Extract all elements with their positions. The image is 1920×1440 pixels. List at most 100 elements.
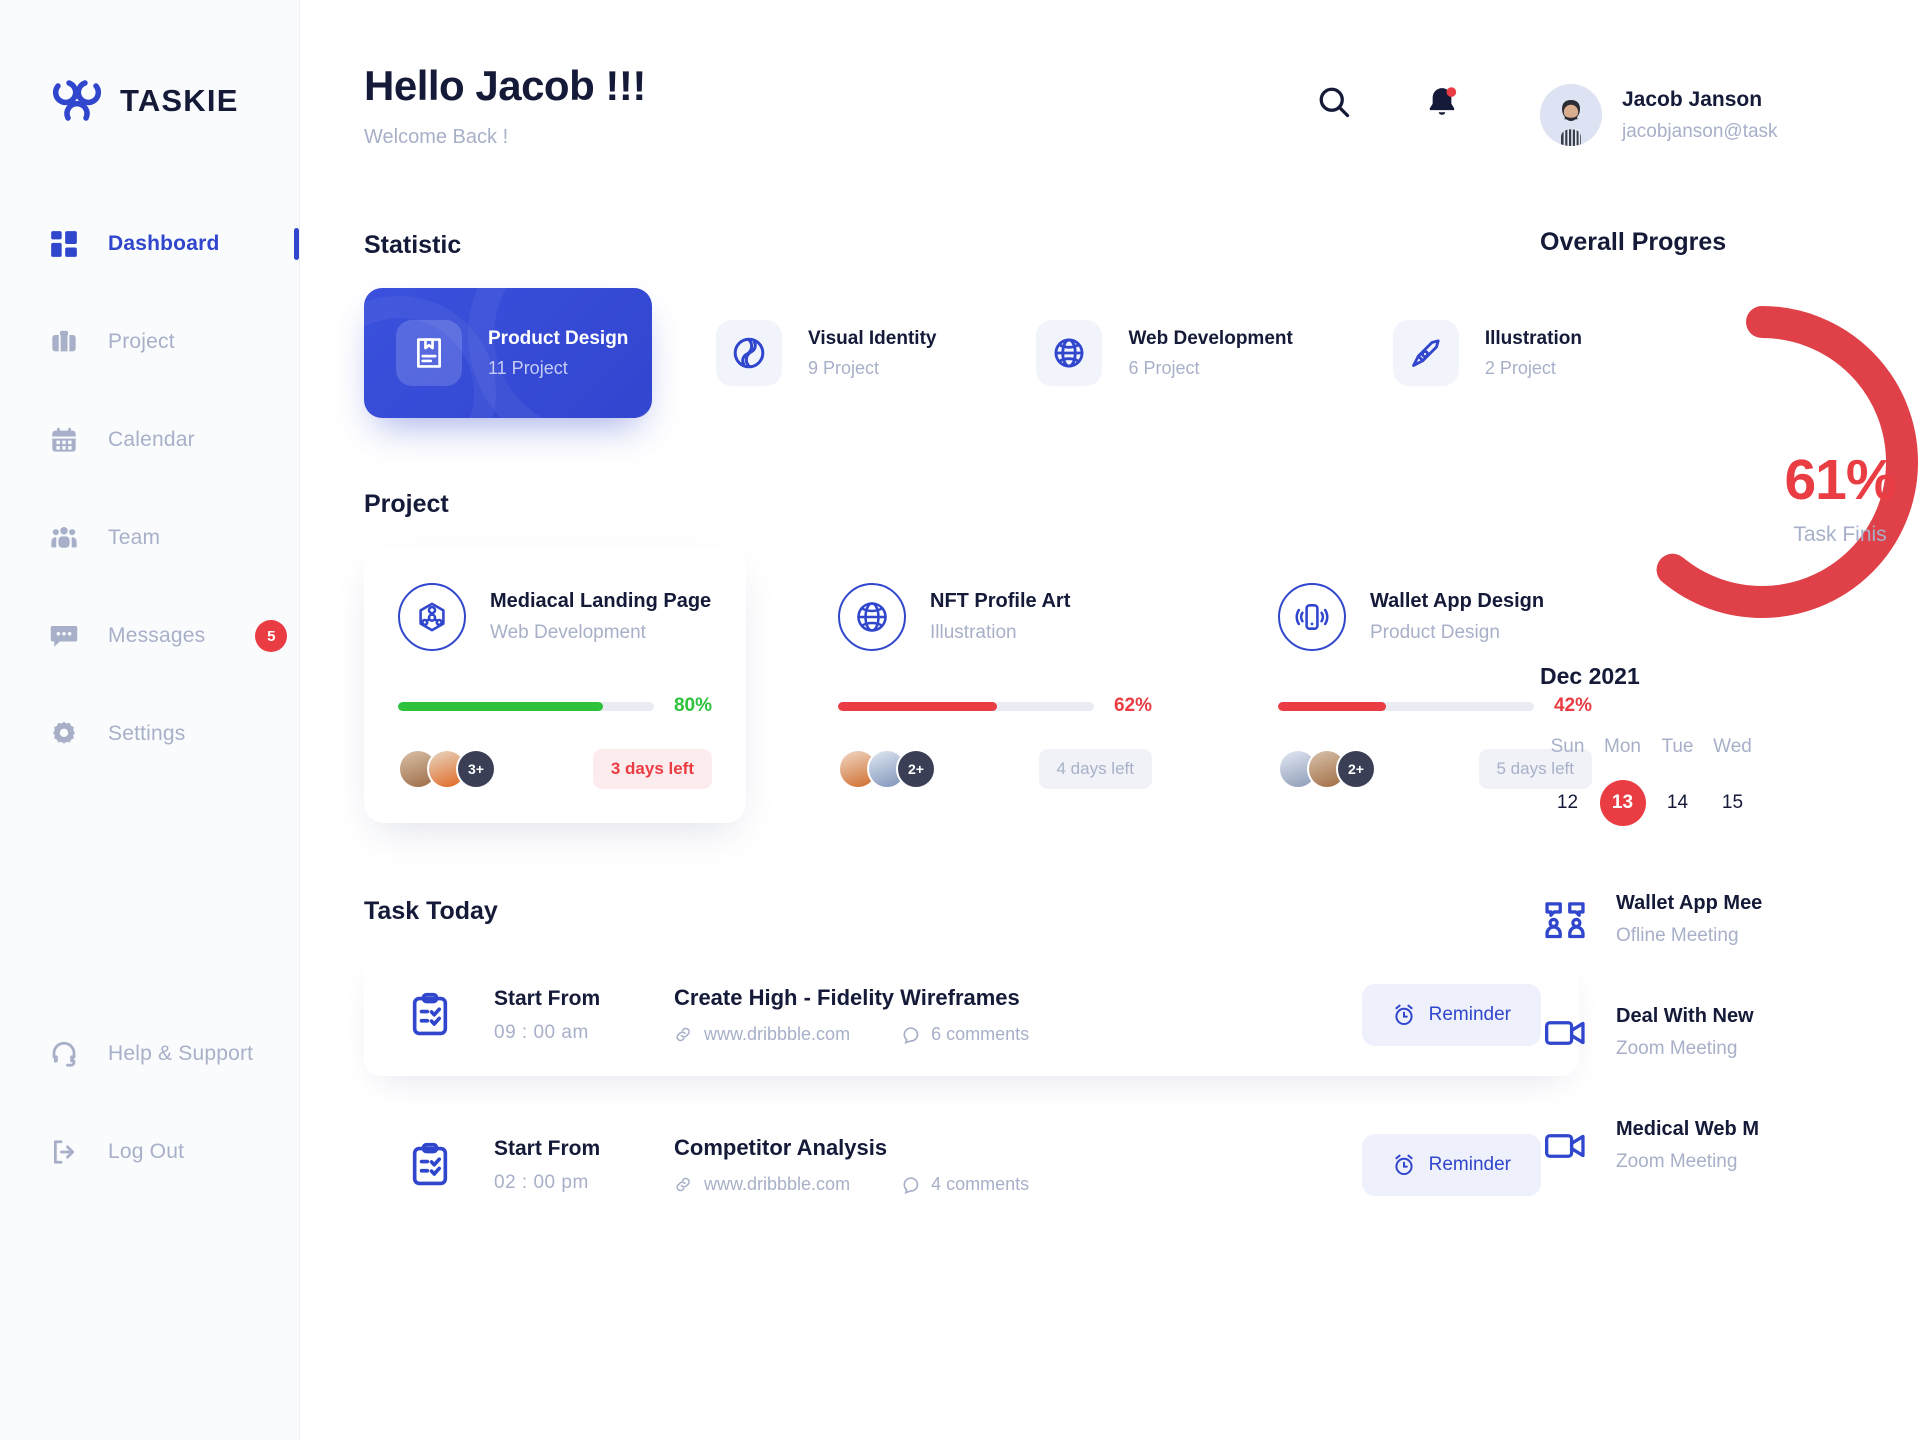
stat-card-illustration[interactable]: Illustration 2 Project — [1361, 288, 1624, 418]
task-time: 09 : 00 am — [494, 1021, 589, 1043]
avatar-more-count: 3+ — [456, 749, 496, 789]
sidebar-item-settings[interactable]: Settings — [0, 702, 299, 766]
meeting-item[interactable]: Deal With New Zoom Meeting — [1540, 1005, 1920, 1060]
calendar-dow: Sun — [1550, 736, 1585, 757]
calendar-day[interactable]: 14 — [1666, 792, 1689, 813]
meeting-type: Zoom Meeting — [1616, 1151, 1738, 1172]
sidebar-item-label: Project — [108, 330, 175, 353]
meeting-item[interactable]: Wallet App Mee Ofline Meeting — [1540, 892, 1920, 947]
sidebar-item-calendar[interactable]: Calendar — [0, 408, 299, 472]
task-link-label: www.dribbble.com — [704, 1024, 851, 1044]
page-subtitle: Welcome Back ! — [364, 126, 509, 148]
header-actions — [1314, 62, 1462, 122]
progress-percent: 62% — [1113, 695, 1152, 716]
task-today-title: Task Today — [364, 897, 498, 925]
main-header: Hello Jacob !!! Welcome Back ! — [364, 62, 1540, 149]
stat-card-count: 9 Project — [808, 357, 880, 378]
sidebar-item-messages[interactable]: Messages 5 — [0, 604, 299, 668]
avatar-group: 2+ — [838, 749, 936, 789]
meeting-list: Wallet App Mee Ofline Meeting Deal With … — [1540, 892, 1920, 1173]
project-card[interactable]: NFT Profile Art Illustration 62% — [804, 547, 1186, 823]
progress-bar-fill — [398, 701, 603, 711]
stat-card-web-development[interactable]: Web Development 6 Project — [1004, 288, 1334, 418]
sidebar-item-team[interactable]: Team — [0, 506, 299, 570]
avatar-more-count: 2+ — [1336, 749, 1376, 789]
project-card[interactable]: Wallet App Design Product Design 42% — [1244, 547, 1626, 823]
globe-icon — [838, 583, 906, 651]
briefcase-icon — [48, 326, 80, 358]
sidebar-bottom-nav: Help & Support Log Out — [0, 1022, 299, 1184]
bell-icon[interactable] — [1422, 82, 1462, 122]
task-today-section: Task Today Start From 09 : 00 am Create … — [364, 897, 1579, 1226]
task-link[interactable]: www.dribbble.com — [674, 1024, 850, 1045]
avatar-group: 3+ — [398, 749, 496, 789]
logout-icon — [48, 1136, 80, 1168]
stat-card-name: Web Development — [1128, 327, 1293, 349]
sidebar-item-logout[interactable]: Log Out — [0, 1120, 299, 1184]
calendar-column[interactable]: Tue 14 — [1650, 736, 1705, 826]
globe-icon — [1036, 320, 1103, 386]
stat-card-name: Illustration — [1484, 327, 1582, 349]
calendar-day-selected[interactable]: 13 — [1599, 780, 1646, 826]
progress-donut — [1606, 306, 1918, 618]
calendar-dow: Mon — [1604, 736, 1641, 757]
clipboard-check-icon — [402, 987, 458, 1043]
statistic-cards: Product Design 11 Project Visual Identit… — [364, 288, 1582, 418]
task-row[interactable]: Start From 02 : 00 pm Competitor Analysi… — [364, 1104, 1579, 1226]
sidebar: TASKIE Dashboard — [0, 0, 300, 1440]
meeting-name: Deal With New — [1616, 1005, 1754, 1027]
task-row[interactable]: Start From 09 : 00 am Create High - Fide… — [364, 954, 1579, 1076]
search-icon[interactable] — [1314, 82, 1354, 122]
progress-caption: Task Finis — [1793, 523, 1887, 546]
calendar-day[interactable]: 12 — [1556, 792, 1579, 813]
progress-percent: 42% — [1553, 695, 1592, 716]
sidebar-item-dashboard[interactable]: Dashboard — [0, 212, 299, 276]
reminder-label: Reminder — [1428, 1154, 1511, 1175]
user-avatar — [1540, 84, 1602, 146]
calendar-icon — [48, 424, 80, 456]
meeting-name: Medical Web M — [1616, 1118, 1759, 1140]
task-time: 02 : 00 pm — [494, 1171, 589, 1193]
messages-badge: 5 — [255, 620, 288, 652]
brand-name: TASKIE — [120, 83, 239, 118]
progress-percent: 80% — [673, 695, 712, 716]
profile-email: jacobjanson@task — [1622, 120, 1778, 142]
progress-bar — [398, 701, 654, 711]
statistic-title: Statistic — [364, 231, 462, 259]
sidebar-item-label: Calendar — [108, 428, 195, 451]
sidebar-item-label: Log Out — [108, 1140, 185, 1163]
calendar-column[interactable]: Sun 12 — [1540, 736, 1595, 826]
meeting-name: Wallet App Mee — [1616, 892, 1763, 914]
reminder-button[interactable]: Reminder — [1361, 984, 1541, 1046]
calendar-column[interactable]: Mon 13 — [1595, 736, 1650, 826]
calendar-strip: Sun 12 Mon 13 Tue 14 Wed 15 — [1540, 736, 1920, 826]
project-card[interactable]: Mediacal Landing Page Web Development 80… — [364, 547, 746, 823]
stat-card-product-design[interactable]: Product Design 11 Project — [364, 288, 652, 418]
avatar-more-count: 2+ — [896, 749, 936, 789]
people-icon — [48, 522, 80, 554]
reminder-button[interactable]: Reminder — [1361, 1134, 1541, 1196]
stat-card-name: Product Design — [488, 327, 629, 349]
greeting-block: Hello Jacob !!! Welcome Back ! — [364, 62, 646, 149]
main-content: Hello Jacob !!! Welcome Back ! — [300, 0, 1626, 1440]
calendar-day[interactable]: 15 — [1721, 792, 1744, 813]
sidebar-item-project[interactable]: Project — [0, 310, 299, 374]
meeting-item[interactable]: Medical Web M Zoom Meeting — [1540, 1118, 1920, 1173]
stat-card-name: Visual Identity — [808, 327, 937, 349]
sidebar-item-label: Settings — [108, 722, 186, 745]
sidebar-nav: Dashboard Project — [0, 212, 299, 766]
stat-card-count: 11 Project — [488, 357, 568, 378]
stat-card-visual-identity[interactable]: Visual Identity 9 Project — [684, 288, 978, 418]
sidebar-item-label: Dashboard — [108, 232, 220, 255]
project-title: Project — [364, 490, 449, 518]
sidebar-item-help-support[interactable]: Help & Support — [0, 1022, 299, 1086]
user-profile[interactable]: Jacob Janson jacobjanson@task — [1540, 62, 1920, 146]
task-comments-label: 6 comments — [931, 1024, 1030, 1044]
project-category: Illustration — [930, 622, 1017, 643]
task-link[interactable]: www.dribbble.com — [674, 1174, 850, 1195]
calendar-column[interactable]: Wed 15 — [1705, 736, 1760, 826]
meeting-type: Ofline Meeting — [1616, 925, 1739, 946]
project-section: Project — [364, 490, 1626, 823]
task-start-label: Start From — [494, 1136, 601, 1160]
